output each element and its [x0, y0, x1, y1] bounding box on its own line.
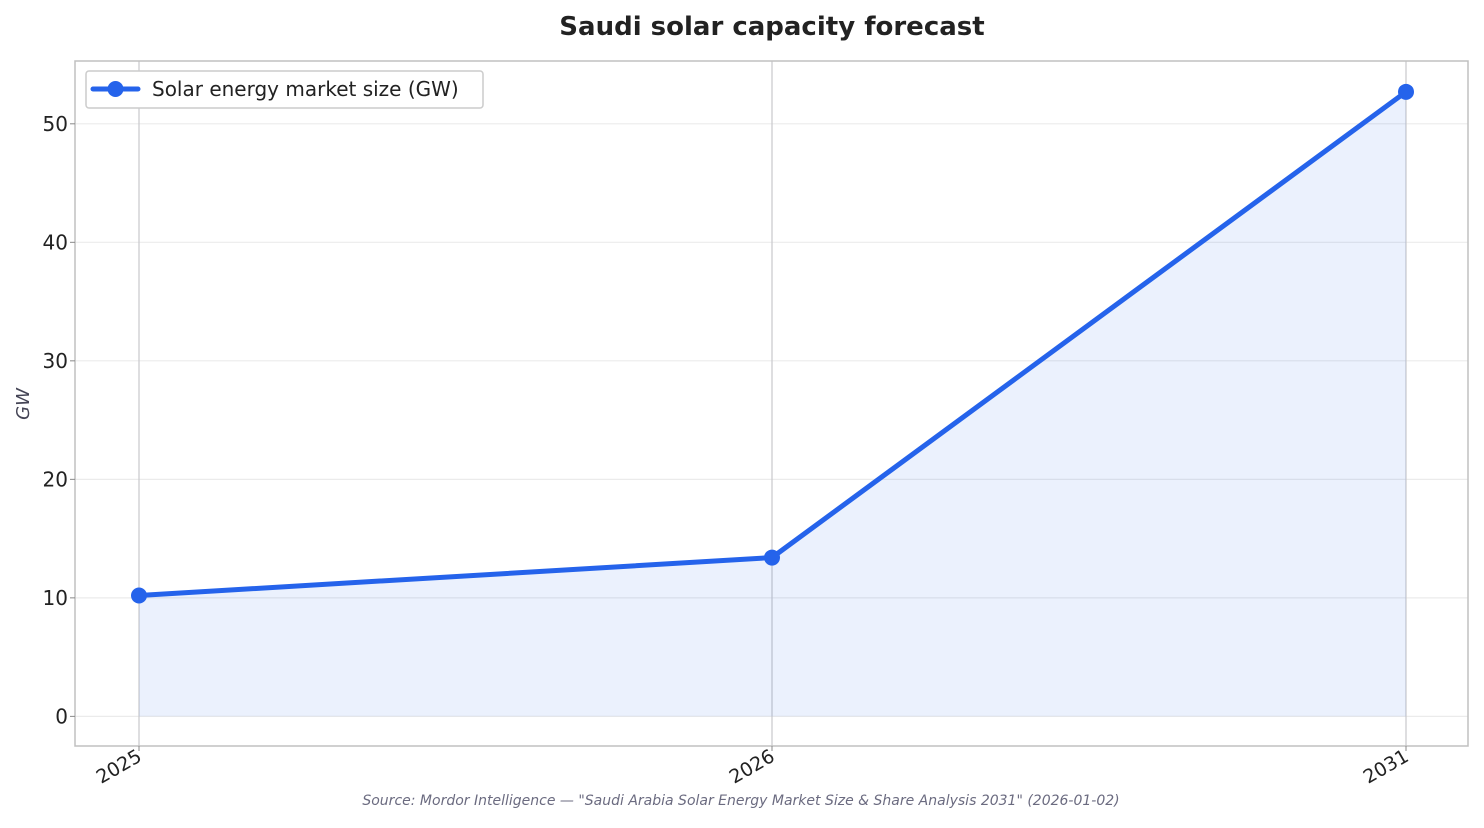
- x-tick-label-2026: 2026: [726, 745, 779, 788]
- y-tick-label-0: 0: [55, 704, 68, 728]
- x-tick-label-2031: 2031: [1360, 745, 1413, 788]
- legend-marker-swatch: [107, 81, 124, 97]
- y-tick-label-40: 40: [43, 230, 68, 254]
- legend: Solar energy market size (GW): [85, 70, 484, 109]
- grid-lines: [75, 61, 1468, 746]
- y-tick-label-10: 10: [43, 586, 68, 610]
- y-axis-ticks: 0 10 20 30 40 50: [43, 112, 75, 728]
- legend-label: Solar energy market size (GW): [152, 77, 459, 101]
- data-point-2031: [1398, 83, 1414, 100]
- x-tick-label-2025: 2025: [93, 745, 146, 788]
- y-tick-label-20: 20: [43, 467, 68, 491]
- legend-box: [85, 70, 484, 109]
- chart-title: Saudi solar capacity forecast: [559, 12, 984, 42]
- data-point-2025: [131, 587, 147, 604]
- area-fill-layer: [139, 91, 1406, 717]
- y-axis-label: GW: [13, 387, 34, 420]
- x-axis-ticks: 2025 2026 2031: [93, 745, 1413, 788]
- source-note: Source: Mordor Intelligence — "Saudi Ara…: [362, 793, 1119, 809]
- data-points-layer: [131, 83, 1414, 604]
- y-tick-label-50: 50: [43, 112, 68, 136]
- data-point-2026: [764, 549, 780, 566]
- series-area-fill: [139, 91, 1406, 717]
- y-tick-label-30: 30: [43, 349, 68, 373]
